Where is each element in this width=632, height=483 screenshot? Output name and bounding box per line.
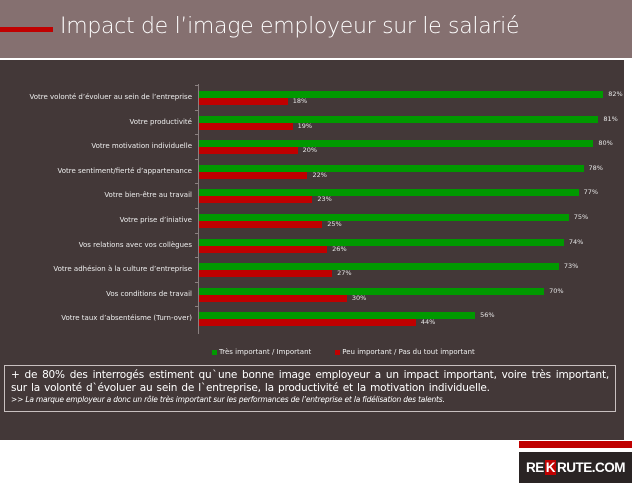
summary-conclusion: >> La marque employeur a donc un rôle tr…	[11, 395, 445, 404]
axis-tick	[195, 306, 199, 308]
axis-tick	[195, 158, 199, 160]
bar-peu-important	[199, 196, 313, 204]
divider	[0, 58, 632, 60]
legend-label: Très important / Important	[219, 348, 312, 356]
logo-text-post: RUTE.COM	[557, 460, 626, 475]
value-label: 80%	[598, 139, 613, 148]
category-label: Vos conditions de travail	[106, 289, 192, 298]
bar-peu-important	[199, 98, 288, 105]
value-label: 20%	[302, 146, 318, 155]
value-label: 22%	[312, 170, 327, 179]
bar-peu-important	[199, 319, 416, 327]
logo-text-pre: RE	[525, 460, 544, 475]
axis-tick	[195, 232, 199, 234]
legend-item-important: Très important / Important	[212, 348, 311, 356]
bar-important	[199, 238, 564, 246]
value-label: 56%	[480, 311, 495, 320]
summary-text: + de 80% des interrogés estiment quˋune …	[11, 369, 609, 394]
category-label: Votre bien-être au travail	[104, 191, 192, 200]
bar-important	[199, 115, 599, 123]
value-label: 75%	[573, 213, 589, 221]
value-label: 81%	[603, 114, 618, 123]
axis-tick	[195, 281, 199, 283]
legend-item-peu-important: Peu important / Pas du tout important	[335, 348, 475, 356]
bar-important	[199, 214, 569, 221]
category-label: Votre taux d’absentéisme (Turn-over)	[61, 314, 192, 323]
value-label: 18%	[292, 97, 308, 105]
bar-important	[199, 189, 579, 197]
value-label: 77%	[583, 188, 599, 197]
bar-peu-important	[199, 122, 293, 130]
value-label: 73%	[563, 262, 579, 271]
summary-box: + de 80% des interrogés estiment quˋune …	[4, 365, 616, 412]
value-label: 78%	[588, 163, 603, 172]
category-label: Votre motivation individuelle	[91, 142, 192, 151]
bar-important	[199, 263, 559, 271]
bar-important	[199, 164, 584, 172]
bar-peu-important	[199, 245, 328, 253]
category-label: Vos relations avec vos collègues	[78, 240, 192, 249]
value-label: 23%	[317, 195, 332, 204]
value-label: 74%	[568, 237, 584, 246]
value-label: 26%	[332, 244, 347, 253]
legend-swatch-green	[212, 349, 217, 355]
legend-swatch-red	[335, 349, 341, 355]
axis-tick	[195, 134, 199, 136]
logo-accent-bar	[519, 441, 632, 448]
category-label: Votre adhésion à la culture d’entreprise	[53, 265, 192, 274]
bar-important	[199, 287, 545, 295]
axis-tick	[195, 109, 199, 111]
page-title: Impact de l’image employeur sur le salar…	[60, 14, 520, 39]
bar-peu-important	[199, 171, 308, 179]
bar-peu-important	[199, 221, 323, 228]
axis-tick	[195, 257, 199, 259]
bar-important	[199, 140, 594, 148]
value-label: 27%	[337, 269, 352, 278]
logo-text-k: K	[544, 460, 556, 475]
bar-important	[199, 312, 476, 320]
bar-important	[199, 91, 604, 98]
axis-tick	[195, 85, 199, 86]
value-label: 30%	[351, 293, 367, 302]
category-label: Votre prise d’iniative	[119, 216, 192, 224]
legend-label: Peu important / Pas du tout important	[342, 348, 475, 356]
chart-legend: Très important / Important Peu important…	[212, 348, 475, 356]
axis-tick	[195, 183, 199, 185]
category-label: Votre volonté d’évoluer au sein de l’ent…	[29, 93, 192, 101]
title-accent-line	[0, 27, 53, 32]
bar-peu-important	[199, 147, 298, 155]
value-label: 25%	[327, 220, 342, 228]
category-label: Votre sentiment/fierté d’appartenance	[57, 166, 192, 175]
title-bar: Impact de l’image employeur sur le salar…	[0, 0, 632, 58]
value-label: 44%	[420, 318, 436, 327]
bar-peu-important	[199, 294, 347, 302]
value-label: 70%	[549, 286, 564, 295]
bar-peu-important	[199, 270, 333, 278]
y-axis	[198, 84, 199, 334]
value-label: 19%	[297, 121, 313, 130]
value-label: 82%	[608, 90, 623, 98]
category-label: Votre productivité	[129, 117, 192, 126]
axis-tick	[195, 208, 199, 209]
rekrute-logo: RE K RUTE.COM	[519, 452, 632, 483]
